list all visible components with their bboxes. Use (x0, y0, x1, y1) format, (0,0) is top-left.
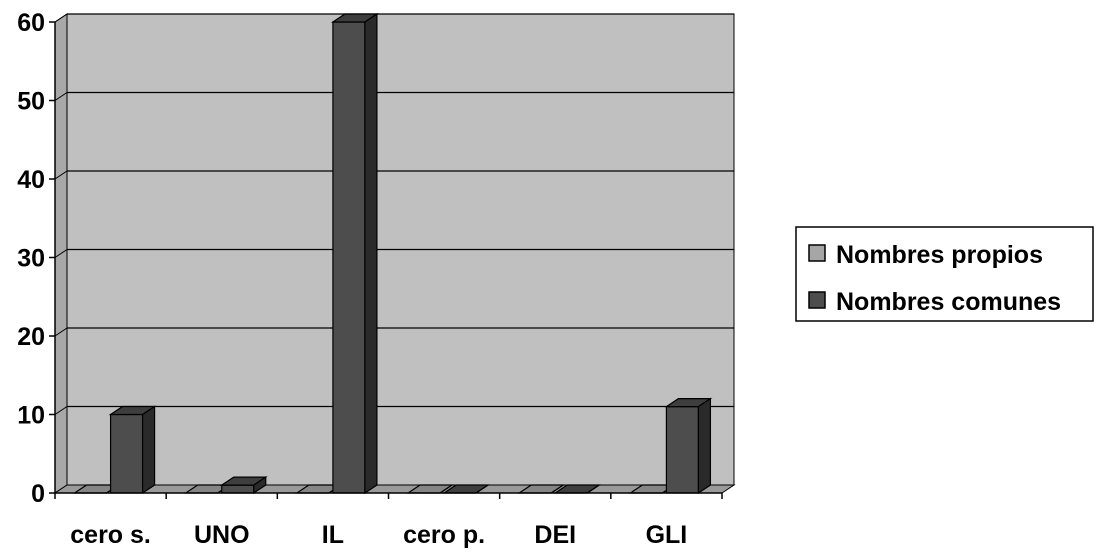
plot-area (53, 13, 736, 494)
bar-nombres-comunes (330, 12, 379, 495)
bar-side (141, 405, 156, 495)
legend-label-series-1: Nombres comunes (836, 288, 1061, 316)
x-tick-label: cero s. (70, 521, 151, 549)
bars (72, 12, 713, 495)
bar-side (475, 484, 489, 494)
x-tick-label: cero p. (403, 521, 485, 549)
bar-side (550, 484, 564, 494)
y-tick-label: 50 (17, 88, 45, 116)
bar-side (253, 476, 267, 495)
bar-front (109, 413, 144, 494)
y-tick-label: 20 (17, 323, 45, 351)
bar-side (586, 484, 600, 494)
gridline-depth (54, 170, 68, 180)
bar-side (697, 397, 712, 495)
x-tick-label: GLI (646, 521, 688, 549)
bar-front (332, 21, 366, 494)
axes: 0 10 20 30 40 50 60 cero s. UNO IL cero p. DEI GLI (17, 9, 723, 549)
gridline-depth (54, 92, 68, 101)
bar-side (364, 12, 378, 495)
bar-nombres-comunes (219, 476, 268, 495)
legend-swatch-series-1 (808, 291, 826, 309)
legend-label-series-0: Nombres propios (836, 241, 1043, 269)
bar-nombres-comunes (108, 405, 157, 495)
y-tick-label: 40 (17, 166, 45, 194)
legend-swatch-series-0 (808, 244, 826, 262)
y-tick-label: 0 (31, 480, 45, 508)
gridline-depth (54, 13, 68, 23)
bar-nombres-comunes (664, 397, 713, 495)
gridline-depth (54, 406, 68, 415)
bar-front (665, 406, 700, 494)
y-tick-label: 30 (17, 245, 45, 273)
y-tick-label: 10 (17, 402, 45, 430)
legend: Nombres propios Nombres comunes (795, 226, 1094, 322)
gridline-depth (54, 249, 68, 258)
x-tick-label: UNO (194, 521, 250, 549)
x-tick-label: DEI (534, 521, 576, 549)
y-tick-label: 60 (17, 9, 45, 37)
bar-front (221, 484, 255, 494)
legend-box (795, 226, 1094, 322)
bar-side (439, 484, 453, 494)
gridline-depth (54, 327, 68, 337)
x-tick-label: IL (322, 521, 344, 549)
